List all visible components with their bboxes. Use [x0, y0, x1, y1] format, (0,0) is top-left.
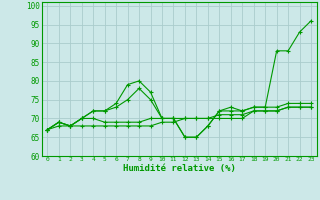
X-axis label: Humidité relative (%): Humidité relative (%) [123, 164, 236, 173]
